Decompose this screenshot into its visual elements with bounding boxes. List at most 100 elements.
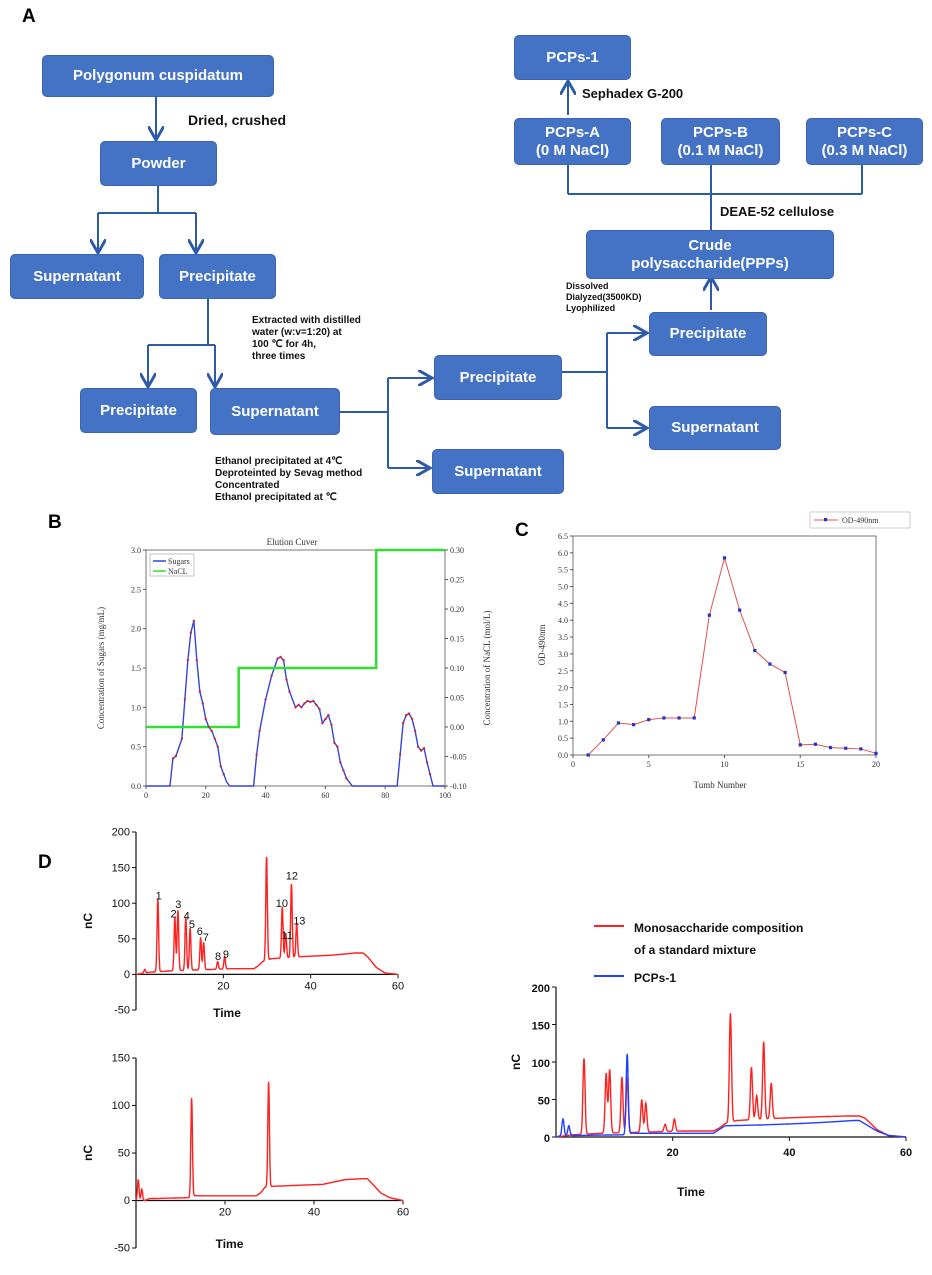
box-precipitate-4: Precipitate <box>649 312 767 356</box>
step-extraction-note: Extracted with distilled water (w:v=1:20… <box>252 315 361 362</box>
d1-peak-label: 8 <box>215 951 221 963</box>
chart-b-sugar-point <box>327 714 330 717</box>
chart-c-ylabel: OD-490nm <box>537 625 547 666</box>
d1-peak-label: 10 <box>276 898 288 910</box>
d1-peak-label: 2 <box>170 908 176 920</box>
chart-b-ytick-label: 2.5 <box>131 585 141 594</box>
chart-c-ytick-label: 5.5 <box>558 566 568 575</box>
d1-trace-0 <box>135 856 398 976</box>
chart-b-sugar-point <box>279 655 282 659</box>
chart-b-sugar-point <box>219 765 222 768</box>
d2-ytick-label: 50 <box>118 1148 130 1160</box>
chart-c-legend-box <box>809 511 911 529</box>
d3-xtick-label: 40 <box>783 1147 795 1159</box>
d3-xtick-label: 20 <box>667 1147 679 1159</box>
chart-c-xlabel: Tumb Number <box>694 780 747 790</box>
chart-b-xtick-label: 40 <box>262 791 270 800</box>
chart-b-sugar-point <box>342 769 345 772</box>
d1-peak-label: 4 <box>184 911 190 923</box>
chart-b-sugar-point <box>207 725 210 729</box>
box-polygonum-cuspidatum: Polygonum cuspidatum <box>42 55 274 97</box>
chart-b-ytick-label: 0.0 <box>131 782 141 791</box>
chart-b-sugar-point <box>330 723 333 726</box>
d2-ytick-label: 100 <box>112 1100 130 1112</box>
d1-ytick-label: -50 <box>114 1005 130 1017</box>
d1-ytick-label: 150 <box>112 862 130 874</box>
chart-b-sugar-point <box>425 761 429 764</box>
chart-b-legend-sugars: Sugars <box>168 557 190 566</box>
chart-b-sugar-point <box>264 698 267 701</box>
chart-c-data-point <box>783 670 787 675</box>
box-precipitate-1: Precipitate <box>159 254 276 299</box>
step-dried-crushed: Dried, crushed <box>188 112 287 128</box>
d3-ytick-label: 100 <box>532 1058 550 1070</box>
box-pcps-1: PCPs-1 <box>514 35 631 80</box>
chart-b-sugar-point <box>315 703 318 707</box>
chart-b-legend-box <box>149 553 195 577</box>
box-supernatant-3: Supernatant <box>432 449 564 494</box>
d3-xlabel: Time <box>677 1185 705 1199</box>
chart-b-sugar-point <box>321 721 324 725</box>
chart-b-ytick-label: 0.5 <box>131 743 141 752</box>
chart-b-sugar-point <box>183 698 187 701</box>
box-powder: Powder <box>100 141 217 186</box>
chart-b-sugar-point <box>303 702 306 705</box>
panel-letter-d: D <box>38 852 52 873</box>
chart-b-sugar-point <box>189 631 193 634</box>
chart-b-sugar-point <box>306 699 309 703</box>
d3-ylabel: nC <box>509 1054 523 1070</box>
d2-ytick-label: 0 <box>124 1195 130 1207</box>
chart-b-sugar-point <box>413 729 417 733</box>
chart-b-sugar-point <box>407 712 411 715</box>
chart-c-data-point <box>768 662 772 666</box>
chart-b-sugar-point <box>324 717 327 721</box>
chart-b-sugar-point <box>201 702 205 705</box>
d2-ytick-label: -50 <box>114 1243 130 1255</box>
chart-c-ytick-label: 3.0 <box>558 650 568 659</box>
chart-b-xtick-label: 100 <box>439 791 451 800</box>
chart-b-sugar-point <box>258 729 261 733</box>
chart-b-sugar-point <box>222 773 225 776</box>
box-crude-polysaccharide: Crude polysaccharide(PPPs) <box>586 230 834 279</box>
d2-xtick-label: 60 <box>397 1207 409 1219</box>
chart-b-ytick-label: 2.0 <box>131 625 141 634</box>
chart-c-od-line <box>587 556 877 756</box>
chart-b-sugar-point <box>333 741 336 744</box>
chart-c-data-point <box>601 738 605 742</box>
chart-c-xtick-label: 20 <box>872 760 880 769</box>
chart-c-data-point <box>707 613 711 617</box>
step-sephadex: Sephadex G-200 <box>582 86 684 101</box>
chart-b-sugar-point <box>180 737 184 740</box>
chart-b-y2tick-label: 0.05 <box>450 694 464 703</box>
chart-b-ylabel: Concentration of Sugars (mg/mL) <box>96 607 106 729</box>
chart-c-ytick-label: 6.0 <box>558 549 568 558</box>
chart-b-sugar-point <box>213 737 216 740</box>
panel-letter-c: C <box>515 520 529 541</box>
step-deae: DEAE-52 cellulose <box>720 204 835 219</box>
chart-b-y2tick-label: -0.05 <box>450 753 467 762</box>
chart-b-sugar-point <box>428 773 432 776</box>
chart-b-legend-nacl: NaCL <box>168 567 188 576</box>
chart-c-xtick-label: 10 <box>721 760 729 769</box>
chart-b-sugar-point <box>345 776 348 780</box>
chart-c-data-point <box>677 716 681 720</box>
chart-b-ytick-label: 1.5 <box>131 664 141 673</box>
d1-peak-label: 13 <box>293 916 305 928</box>
chart-b-sugar-point <box>195 658 199 662</box>
chart-c-xtick-label: 15 <box>796 760 804 769</box>
d3-legend-label-standard: Monosaccharide composition of a standard … <box>634 921 803 957</box>
chart-c-ytick-label: 4.0 <box>558 616 568 625</box>
d1-ytick-label: 0 <box>124 969 130 981</box>
chart-b-y2tick-label: 0.20 <box>450 605 464 614</box>
chart-c-legend-label: OD-490nm <box>842 516 879 525</box>
chart-c-data-point <box>753 648 757 653</box>
chart-b-sugar-point <box>416 745 420 748</box>
d1-peak-label: 9 <box>223 949 229 961</box>
chart-c-ytick-label: 2.0 <box>558 684 568 693</box>
chart-c-frame <box>572 535 877 756</box>
chart-c-ytick-label: 2.5 <box>558 667 568 676</box>
d3-trace-1 <box>555 1053 906 1138</box>
step-ethanol-note: Ethanol precipitated at 4℃ Deproteinted … <box>215 456 363 503</box>
box-supernatant-2: Supernatant <box>210 388 340 435</box>
flowchart-connectors <box>0 0 863 510</box>
